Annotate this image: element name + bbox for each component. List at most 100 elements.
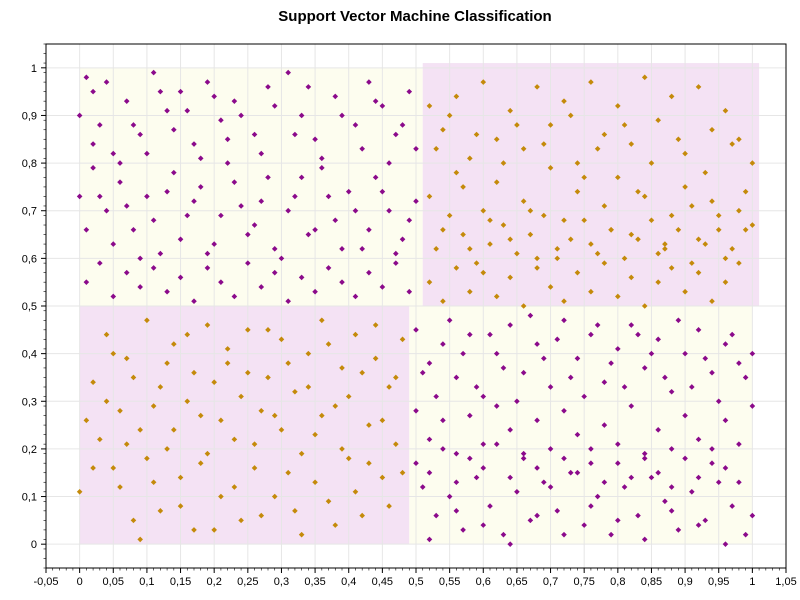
data-point-orange bbox=[628, 274, 635, 281]
data-point-orange bbox=[668, 265, 675, 271]
data-point-orange bbox=[641, 303, 648, 309]
data-point-orange bbox=[514, 122, 520, 128]
data-point-orange bbox=[594, 250, 601, 257]
data-point-orange bbox=[117, 408, 123, 414]
data-point-orange bbox=[137, 427, 143, 433]
data-point-purple bbox=[702, 355, 709, 362]
data-point-orange bbox=[729, 246, 735, 252]
data-point-purple bbox=[527, 312, 534, 319]
data-point-purple bbox=[729, 331, 735, 338]
data-points bbox=[76, 69, 756, 547]
data-point-orange bbox=[211, 379, 217, 386]
x-tick-label: 0,55 bbox=[439, 576, 460, 588]
data-point-purple bbox=[298, 174, 305, 181]
data-point-orange bbox=[285, 360, 291, 366]
data-point-purple bbox=[500, 365, 507, 371]
data-point-orange bbox=[332, 522, 339, 528]
data-point-orange bbox=[588, 79, 594, 85]
data-point-purple bbox=[110, 150, 117, 157]
data-point-orange bbox=[426, 279, 433, 285]
data-point-purple bbox=[534, 465, 540, 471]
data-point-purple bbox=[90, 141, 96, 147]
region-orange bbox=[422, 63, 760, 306]
data-point-orange bbox=[689, 203, 695, 209]
data-point-purple bbox=[534, 417, 540, 424]
data-point-orange bbox=[682, 150, 688, 157]
data-point-purple bbox=[352, 207, 359, 214]
data-point-orange bbox=[325, 341, 332, 347]
data-point-purple bbox=[541, 479, 547, 486]
data-point-orange bbox=[298, 531, 305, 538]
data-point-orange bbox=[157, 384, 164, 390]
data-point-orange bbox=[601, 203, 608, 209]
data-point-orange bbox=[130, 374, 137, 381]
data-point-purple bbox=[480, 393, 487, 400]
data-point-orange bbox=[682, 184, 688, 190]
data-point-purple bbox=[231, 179, 238, 185]
data-point-purple bbox=[615, 460, 621, 466]
data-point-orange bbox=[695, 236, 702, 243]
data-point-orange bbox=[366, 460, 372, 466]
data-point-orange bbox=[211, 527, 217, 533]
data-point-orange bbox=[285, 469, 291, 476]
data-point-purple bbox=[453, 450, 460, 457]
y-tick-label: 0,1 bbox=[22, 492, 37, 504]
data-point-purple bbox=[641, 365, 648, 371]
x-tick-label: 0,4 bbox=[341, 576, 356, 588]
data-point-purple bbox=[527, 517, 534, 524]
data-point-orange bbox=[668, 93, 675, 100]
data-point-purple bbox=[695, 522, 702, 528]
data-point-purple bbox=[191, 198, 197, 204]
data-point-purple bbox=[305, 231, 312, 238]
data-point-orange bbox=[628, 141, 635, 147]
data-point-purple bbox=[97, 260, 103, 266]
data-point-purple bbox=[238, 112, 244, 119]
data-point-orange bbox=[278, 427, 285, 433]
data-point-purple bbox=[702, 517, 709, 524]
data-point-orange bbox=[177, 474, 184, 481]
data-point-orange bbox=[177, 503, 184, 509]
chart-title: Support Vector Machine Classification bbox=[278, 8, 552, 25]
data-point-orange bbox=[265, 327, 271, 333]
data-point-purple bbox=[171, 126, 177, 133]
data-point-orange bbox=[709, 126, 715, 133]
data-point-purple bbox=[150, 217, 157, 224]
data-point-purple bbox=[184, 212, 191, 219]
data-point-purple bbox=[352, 293, 359, 300]
data-point-purple bbox=[83, 279, 90, 285]
data-point-orange bbox=[231, 436, 238, 443]
data-point-purple bbox=[251, 222, 258, 228]
data-point-purple bbox=[413, 146, 419, 152]
data-point-orange bbox=[736, 207, 742, 214]
data-point-purple bbox=[695, 474, 702, 481]
data-point-orange bbox=[635, 188, 641, 195]
data-point-purple bbox=[406, 217, 413, 224]
data-point-purple bbox=[594, 322, 601, 328]
data-point-orange bbox=[514, 250, 520, 257]
y-tick-label: 0,8 bbox=[22, 158, 37, 170]
data-point-orange bbox=[507, 274, 513, 281]
data-point-orange bbox=[245, 369, 251, 376]
data-point-purple bbox=[238, 203, 244, 209]
data-point-purple bbox=[117, 179, 123, 185]
data-point-orange bbox=[446, 112, 453, 119]
data-point-orange bbox=[440, 298, 446, 305]
data-point-orange bbox=[164, 360, 170, 366]
data-point-purple bbox=[271, 246, 278, 252]
data-point-purple bbox=[736, 441, 742, 447]
data-point-purple bbox=[332, 93, 339, 100]
x-tick-label: 1,05 bbox=[775, 576, 796, 588]
data-point-purple bbox=[123, 269, 130, 276]
data-point-orange bbox=[729, 141, 735, 147]
data-point-purple bbox=[386, 207, 392, 214]
data-point-orange bbox=[258, 408, 265, 414]
data-point-purple bbox=[729, 503, 735, 509]
data-point-orange bbox=[191, 527, 197, 533]
data-point-orange bbox=[325, 498, 332, 505]
data-point-purple bbox=[325, 193, 332, 200]
data-point-purple bbox=[339, 246, 345, 252]
data-point-orange bbox=[204, 450, 211, 457]
data-point-orange bbox=[742, 226, 749, 233]
data-point-orange bbox=[702, 241, 709, 247]
data-point-purple bbox=[514, 488, 520, 495]
